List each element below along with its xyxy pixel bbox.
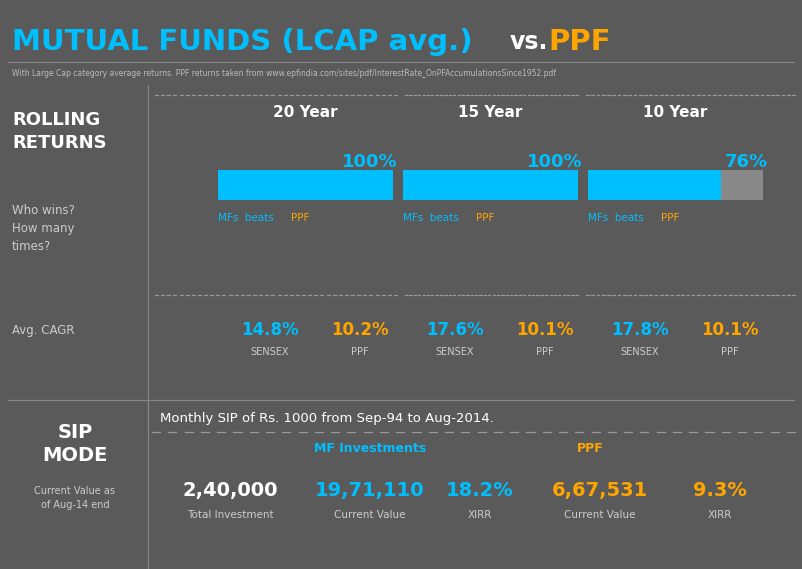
Text: SENSEX: SENSEX: [621, 347, 659, 357]
Bar: [218, 170, 393, 200]
Text: 14.8%: 14.8%: [241, 321, 299, 339]
Text: times?: times?: [12, 240, 51, 253]
Text: Avg. CAGR: Avg. CAGR: [12, 324, 75, 336]
Text: SENSEX: SENSEX: [435, 347, 474, 357]
Text: 2,40,000: 2,40,000: [182, 480, 277, 500]
Bar: [588, 170, 721, 200]
Text: Total Investment: Total Investment: [187, 510, 273, 520]
Text: 10 Year: 10 Year: [643, 105, 707, 119]
Text: RETURNS: RETURNS: [12, 134, 107, 152]
Text: 20 Year: 20 Year: [273, 105, 338, 119]
Text: How many: How many: [12, 221, 75, 234]
Text: Who wins?: Who wins?: [12, 204, 75, 216]
Text: MF Investments: MF Investments: [314, 442, 426, 455]
Text: 10.1%: 10.1%: [701, 321, 759, 339]
Text: MFs  beats: MFs beats: [218, 213, 277, 223]
Text: Current Value: Current Value: [565, 510, 636, 520]
Text: 100%: 100%: [528, 153, 583, 171]
Text: 10.2%: 10.2%: [331, 321, 389, 339]
Text: 19,71,110: 19,71,110: [315, 480, 425, 500]
Text: PPF: PPF: [661, 213, 679, 223]
Text: 100%: 100%: [342, 153, 398, 171]
Text: Current Value: Current Value: [334, 510, 406, 520]
Text: 76%: 76%: [725, 153, 768, 171]
Text: 10.1%: 10.1%: [516, 321, 573, 339]
Text: PPF: PPF: [476, 213, 494, 223]
Bar: [403, 170, 578, 200]
Text: Monthly SIP of Rs. 1000 from Sep-94 to Aug-2014.: Monthly SIP of Rs. 1000 from Sep-94 to A…: [160, 411, 494, 424]
Text: MODE: MODE: [43, 446, 107, 464]
Text: 17.6%: 17.6%: [426, 321, 484, 339]
Text: PPF: PPF: [537, 347, 554, 357]
Text: PPF: PPF: [351, 347, 369, 357]
Bar: [588, 170, 763, 200]
Text: MFs  beats: MFs beats: [588, 213, 647, 223]
Text: With Large Cap category average returns. PPF returns taken from www.epfindia.com: With Large Cap category average returns.…: [12, 68, 556, 77]
Text: PPF: PPF: [577, 442, 603, 455]
Text: MUTUAL FUNDS (LCAP avg.): MUTUAL FUNDS (LCAP avg.): [12, 28, 472, 56]
Text: 9.3%: 9.3%: [693, 480, 747, 500]
Text: 6,67,531: 6,67,531: [552, 480, 648, 500]
Text: PPF: PPF: [721, 347, 739, 357]
Text: ROLLING: ROLLING: [12, 111, 100, 129]
Text: XIRR: XIRR: [468, 510, 492, 520]
Text: XIRR: XIRR: [708, 510, 732, 520]
Text: 15 Year: 15 Year: [458, 105, 522, 119]
Text: PPF: PPF: [291, 213, 310, 223]
Text: MFs  beats: MFs beats: [403, 213, 462, 223]
Text: PPF: PPF: [548, 28, 610, 56]
Bar: [218, 170, 393, 200]
Text: 17.8%: 17.8%: [611, 321, 669, 339]
Text: vs.: vs.: [510, 30, 549, 54]
Text: SIP: SIP: [58, 423, 92, 442]
Text: 18.2%: 18.2%: [446, 480, 514, 500]
Bar: [403, 170, 578, 200]
Text: SENSEX: SENSEX: [251, 347, 290, 357]
Text: Current Value as
of Aug-14 end: Current Value as of Aug-14 end: [34, 486, 115, 510]
